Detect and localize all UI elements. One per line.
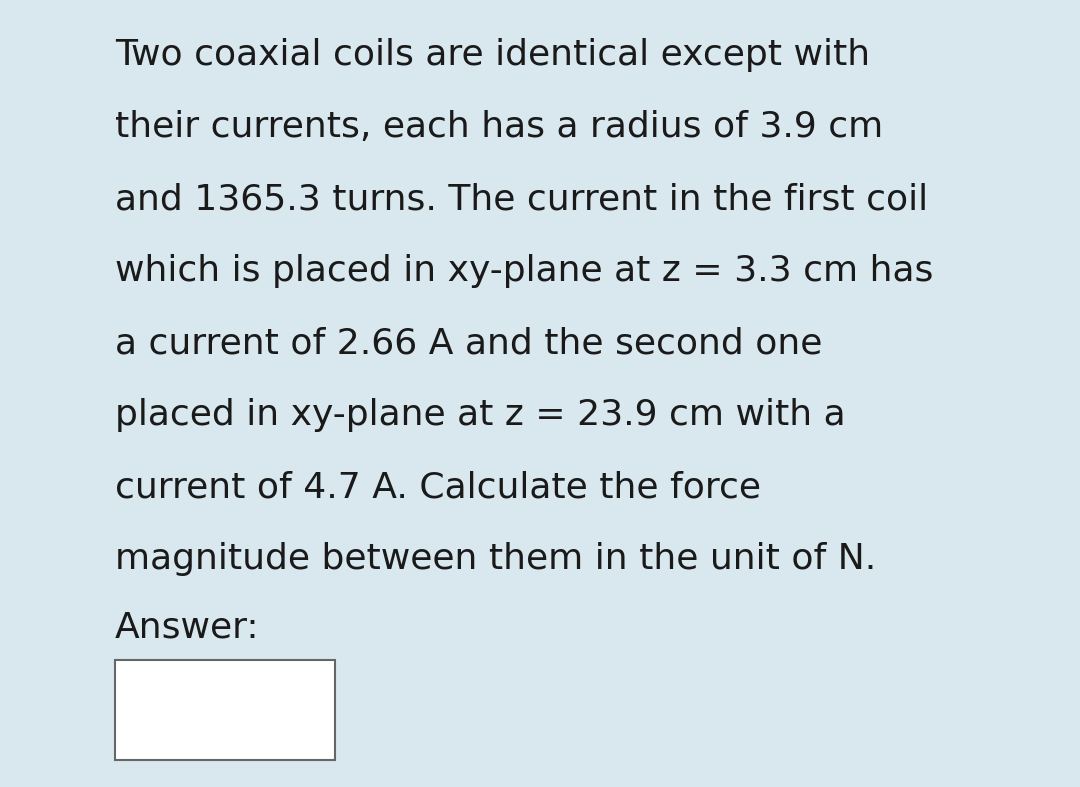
Text: their currents, each has a radius of 3.9 cm: their currents, each has a radius of 3.9… [114, 110, 883, 144]
Text: placed in xy-plane at z = 23.9 cm with a: placed in xy-plane at z = 23.9 cm with a [114, 398, 846, 432]
Text: Answer:: Answer: [114, 610, 259, 644]
Text: magnitude between them in the unit of N.: magnitude between them in the unit of N. [114, 542, 876, 576]
Bar [114, 660, 335, 760]
Text: and 1365.3 turns. The current in the first coil: and 1365.3 turns. The current in the fir… [114, 182, 928, 216]
Text: which is placed in xy-plane at z = 3.3 cm has: which is placed in xy-plane at z = 3.3 c… [114, 254, 933, 288]
Text: Two coaxial coils are identical except with: Two coaxial coils are identical except w… [114, 38, 870, 72]
Text: a current of 2.66 A and the second one: a current of 2.66 A and the second one [114, 326, 822, 360]
Text: current of 4.7 A. Calculate the force: current of 4.7 A. Calculate the force [114, 470, 761, 504]
